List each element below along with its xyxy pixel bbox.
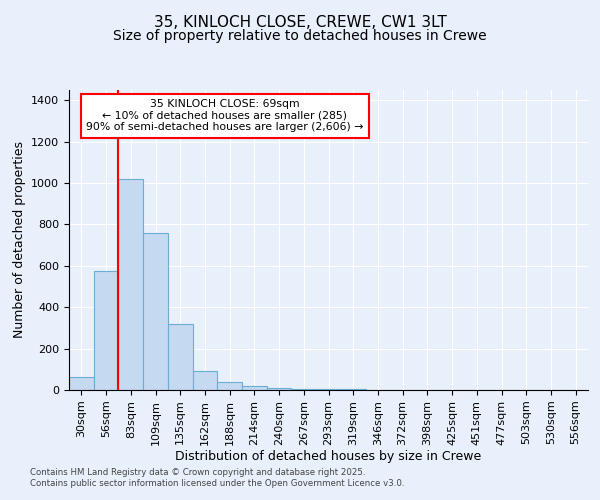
Bar bbox=[267, 388, 292, 390]
Bar bbox=[69, 376, 94, 390]
Text: Size of property relative to detached houses in Crewe: Size of property relative to detached ho… bbox=[113, 29, 487, 43]
Y-axis label: Number of detached properties: Number of detached properties bbox=[13, 142, 26, 338]
Bar bbox=[168, 324, 193, 390]
Bar bbox=[94, 271, 118, 390]
Bar bbox=[242, 386, 267, 390]
Text: Contains HM Land Registry data © Crown copyright and database right 2025.
Contai: Contains HM Land Registry data © Crown c… bbox=[30, 468, 404, 487]
X-axis label: Distribution of detached houses by size in Crewe: Distribution of detached houses by size … bbox=[175, 450, 482, 464]
Bar bbox=[316, 389, 341, 390]
Bar bbox=[118, 179, 143, 390]
Bar bbox=[193, 372, 217, 390]
Bar bbox=[143, 233, 168, 390]
Text: 35 KINLOCH CLOSE: 69sqm
← 10% of detached houses are smaller (285)
90% of semi-d: 35 KINLOCH CLOSE: 69sqm ← 10% of detache… bbox=[86, 99, 364, 132]
Bar bbox=[292, 389, 316, 390]
Text: 35, KINLOCH CLOSE, CREWE, CW1 3LT: 35, KINLOCH CLOSE, CREWE, CW1 3LT bbox=[154, 15, 446, 30]
Bar bbox=[217, 382, 242, 390]
